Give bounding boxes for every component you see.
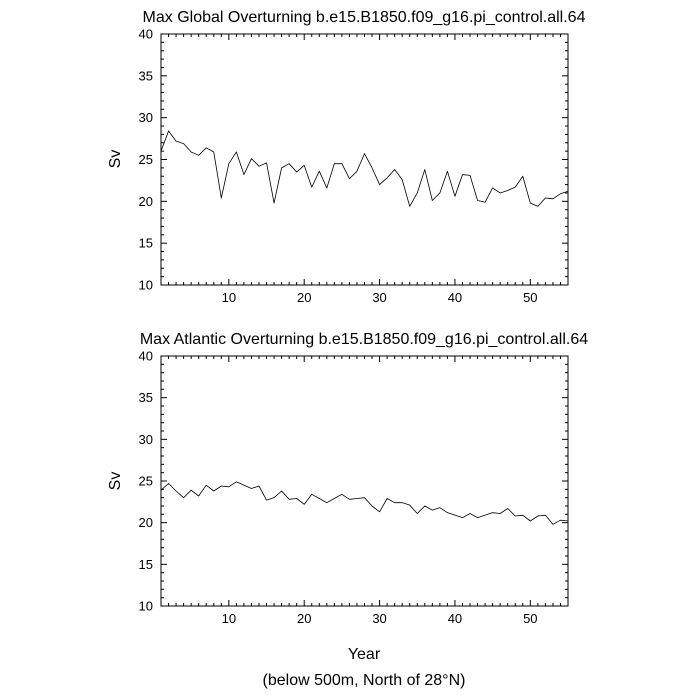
x-tick-label: 20 [297, 611, 311, 626]
series-line [160, 130, 569, 207]
x-tick-label: 10 [222, 611, 236, 626]
y-tick-label: 15 [139, 236, 153, 251]
panel-title: Max Global Overturning b.e15.B1850.f09_g… [143, 9, 586, 26]
y-tick-label: 20 [139, 194, 153, 209]
y-tick-label: 25 [139, 474, 153, 489]
y-axis-label: Sv [107, 472, 124, 491]
y-tick-label: 15 [139, 557, 153, 572]
y-tick-label: 40 [139, 349, 153, 364]
plot-marks: 10 20 30 40 50 10 15 20 25 30 35 40 [139, 27, 569, 305]
atlantic-overturning-panel: Max Atlantic Overturning b.e15.B1850.f09… [107, 331, 588, 663]
y-tick-label: 30 [139, 110, 153, 125]
y-tick-label: 25 [139, 152, 153, 167]
x-tick-label: 30 [372, 290, 386, 305]
plot-frame [160, 355, 569, 607]
y-tick-label: 10 [139, 599, 153, 614]
panel-title: Max Atlantic Overturning b.e15.B1850.f09… [140, 331, 588, 348]
x-tick-label: 50 [523, 611, 537, 626]
series-line [160, 481, 569, 525]
y-tick-label: 10 [139, 278, 153, 293]
y-axis-label: Sv [107, 150, 124, 169]
plot-marks: 10 20 30 40 50 10 15 20 25 30 35 40 [139, 349, 569, 626]
x-tick-label: 20 [297, 290, 311, 305]
y-tick-label: 35 [139, 390, 153, 405]
x-tick-label: 50 [523, 290, 537, 305]
y-tick-label: 40 [139, 27, 153, 42]
x-tick-label: 40 [448, 611, 462, 626]
x-tick-label: 30 [372, 611, 386, 626]
x-axis-label: Year [348, 646, 381, 663]
plot-frame [160, 33, 569, 286]
footer-note: (below 500m, North of 28°N) [263, 672, 466, 689]
y-tick-label: 30 [139, 432, 153, 447]
x-tick-label: 10 [222, 290, 236, 305]
y-tick-label: 35 [139, 68, 153, 83]
y-tick-label: 20 [139, 515, 153, 530]
global-overturning-panel: Max Global Overturning b.e15.B1850.f09_g… [107, 9, 586, 305]
x-tick-label: 40 [448, 290, 462, 305]
